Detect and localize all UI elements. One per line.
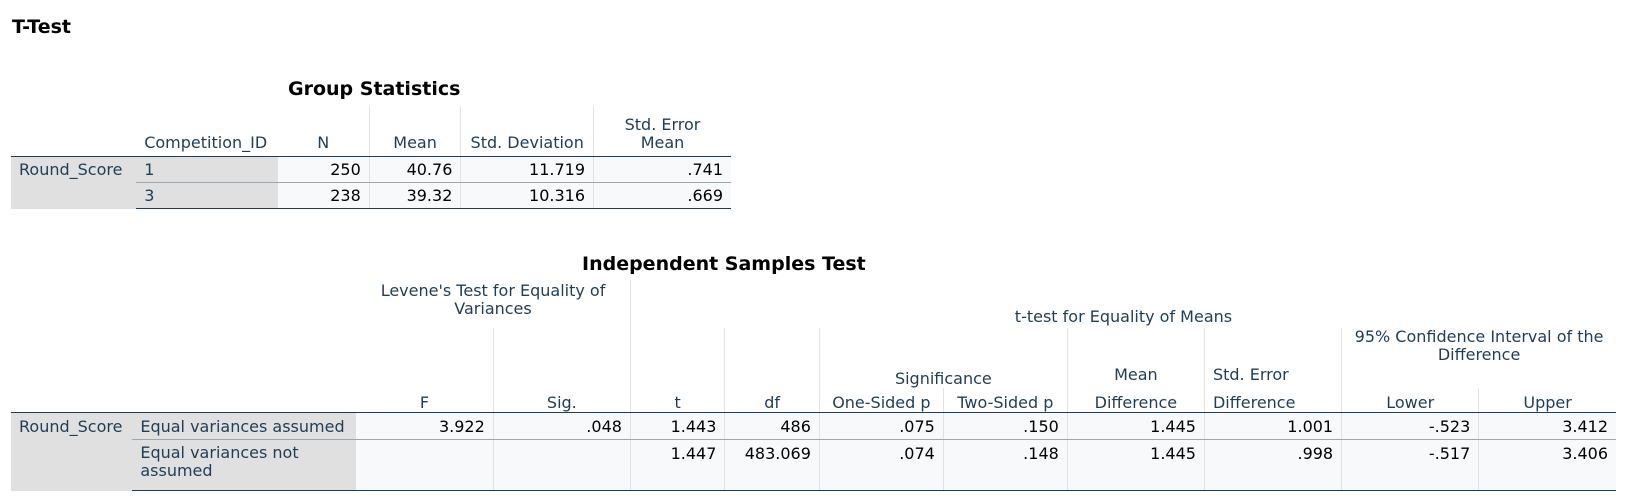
group-statistics-title: Group Statistics <box>288 78 461 100</box>
header-t-test: t-test for Equality of Means <box>629 280 1616 328</box>
cell-std-error-difference: 1.001 <box>1203 412 1342 440</box>
group-statistics-table: Competition_ID N Mean Std. Deviation Std… <box>11 106 731 209</box>
cell-mean-difference: 1.445 <box>1066 412 1205 440</box>
header-n: N <box>277 106 370 157</box>
row-variable-label: Round_Score <box>11 412 133 491</box>
cell-std-error-mean: .669 <box>593 182 731 209</box>
row-assumption-label: Equal variances assumed <box>132 412 357 440</box>
cell-n: 250 <box>277 156 370 183</box>
header-one-sided-p: One-Sided p <box>818 388 944 413</box>
header-df: df <box>724 388 820 413</box>
cell-sig <box>492 439 631 491</box>
header-f: F <box>356 388 494 413</box>
table-row: Round_Score 1 250 40.76 11.719 .741 <box>11 156 731 209</box>
row-assumption-label: Equal variances not assumed <box>132 439 357 491</box>
cell-mean-difference: 1.445 <box>1066 439 1205 491</box>
cell-two-sided-p: .150 <box>942 412 1068 440</box>
header-levenes-test: Levene's Test for Equality of Variances <box>380 281 606 318</box>
cell-mean: 39.32 <box>368 182 461 209</box>
header-mean-difference: Mean Difference <box>1066 366 1205 413</box>
header-confidence-interval: 95% Confidence Interval of the Differenc… <box>1341 328 1616 364</box>
header-sig: Sig. <box>492 388 631 413</box>
header-upper: Upper <box>1478 388 1616 413</box>
header-significance: Significance <box>818 328 1068 388</box>
header-mean: Mean <box>368 106 461 157</box>
table-row: Round_Score Equal variances assumed 3.92… <box>11 412 1616 491</box>
cell-df: 483.069 <box>724 439 820 491</box>
cell-std-error-mean: .741 <box>593 156 731 183</box>
cell-t: 1.443 <box>629 412 725 440</box>
cell-n: 238 <box>277 182 370 209</box>
cell-f: 3.922 <box>356 412 494 440</box>
table-row: 3 238 39.32 10.316 .669 <box>11 182 731 209</box>
header-std-deviation: Std. Deviation <box>460 106 594 157</box>
cell-df: 486 <box>724 412 820 440</box>
cell-sig: .048 <box>492 412 631 440</box>
cell-mean: 40.76 <box>368 156 461 183</box>
cell-t: 1.447 <box>629 439 725 491</box>
row-variable-label: Round_Score <box>11 156 137 209</box>
row-group-label: 1 <box>136 156 278 183</box>
cell-ci-upper: 3.406 <box>1478 439 1616 491</box>
cell-one-sided-p: .075 <box>818 412 944 440</box>
header-lower: Lower <box>1341 388 1479 413</box>
cell-std-deviation: 10.316 <box>460 182 594 209</box>
cell-two-sided-p: .148 <box>942 439 1068 491</box>
header-std-error-mean: Std. Error Mean <box>593 106 731 157</box>
header-two-sided-p: Two-Sided p <box>942 388 1068 413</box>
header-competition-id: Competition_ID <box>136 106 278 157</box>
page-title: T-Test <box>12 16 71 38</box>
independent-samples-test-table: Levene's Test for Equality of Variances … <box>11 280 1616 491</box>
cell-std-deviation: 11.719 <box>460 156 594 183</box>
row-group-label: 3 <box>136 182 278 209</box>
cell-ci-lower: -.517 <box>1341 439 1479 491</box>
cell-f <box>356 439 494 491</box>
cell-one-sided-p: .074 <box>818 439 944 491</box>
cell-ci-upper: 3.412 <box>1478 412 1616 440</box>
header-std-error-difference: Std. Error Difference <box>1203 366 1342 413</box>
independent-samples-test-title: Independent Samples Test <box>582 253 866 275</box>
header-t: t <box>629 388 725 413</box>
table-row: Equal variances not assumed 1.447 483.06… <box>11 439 1616 491</box>
cell-std-error-difference: .998 <box>1203 439 1342 491</box>
cell-ci-lower: -.523 <box>1341 412 1479 440</box>
